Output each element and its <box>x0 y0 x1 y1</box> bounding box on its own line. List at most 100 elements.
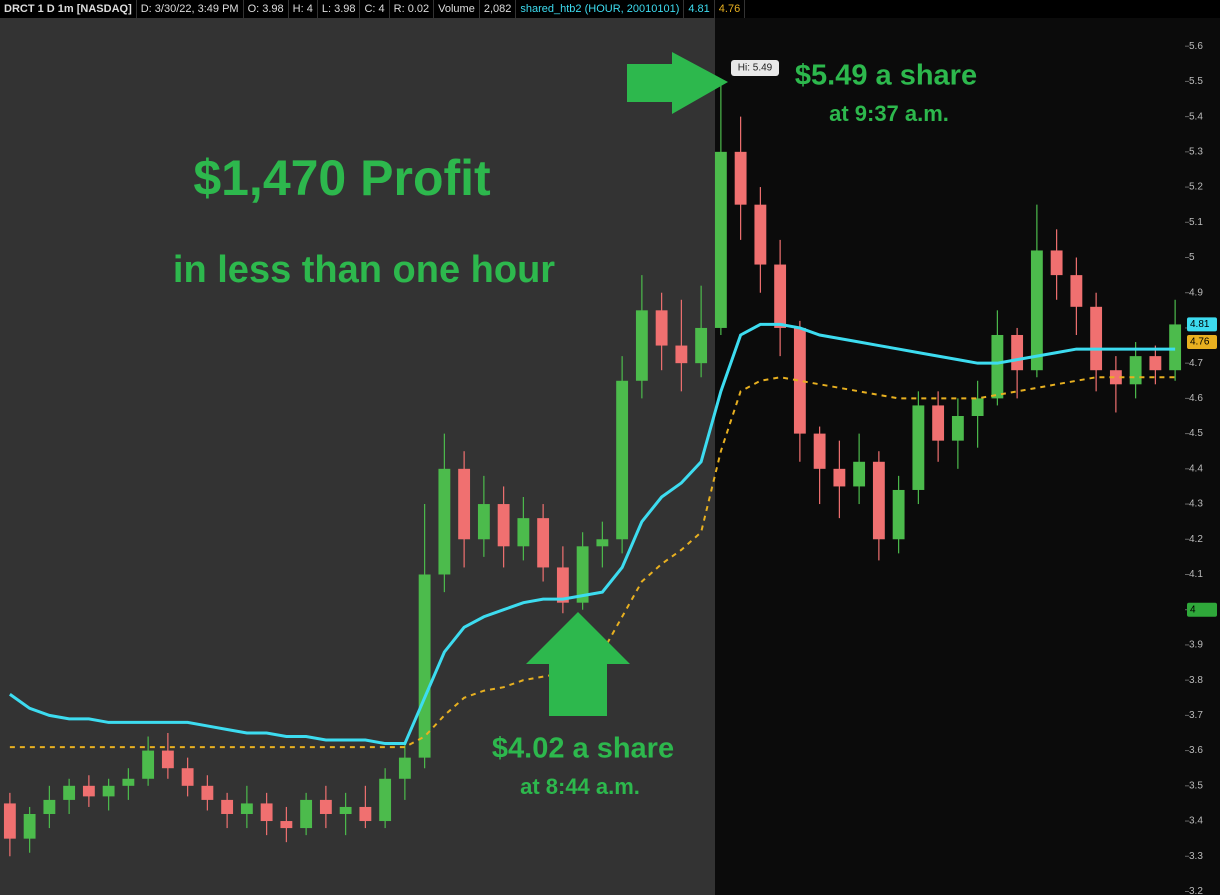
candle-body <box>438 468 451 575</box>
volume-label: Volume <box>434 0 480 18</box>
sell-price: $5.49 a share <box>795 60 977 92</box>
candle-body <box>734 151 747 205</box>
y-tick-label: 5.5 <box>1189 76 1203 87</box>
candle-body <box>1050 250 1063 276</box>
candle-body <box>359 806 372 822</box>
y-tick-label: 3.5 <box>1189 780 1203 791</box>
y-tick-label: 3.8 <box>1189 675 1203 686</box>
candle-body <box>912 405 925 490</box>
price-axis <box>1185 18 1220 895</box>
overlay-line <box>9 322 1176 746</box>
candle-body <box>1090 306 1103 371</box>
y-tick-label: 4.9 <box>1189 287 1203 298</box>
candle-body <box>537 518 550 568</box>
candle-body <box>82 785 95 797</box>
candle-body <box>517 518 530 547</box>
candle-body <box>853 461 866 487</box>
candle-body <box>63 785 76 800</box>
candle-body <box>497 504 510 547</box>
y-tick-label: 4.1 <box>1189 569 1203 580</box>
candle-body <box>280 821 293 829</box>
candle-body <box>793 327 806 434</box>
high: H: 4 <box>289 0 318 18</box>
candle-body <box>991 334 1004 399</box>
candle-body <box>754 204 767 265</box>
y-tick-label: 4.4 <box>1189 463 1203 474</box>
candle-body <box>201 785 214 800</box>
candle-body <box>951 415 964 441</box>
price-badge <box>1187 317 1217 332</box>
candle-body <box>616 380 629 540</box>
y-tick-label: 5.4 <box>1189 111 1203 122</box>
header-bar: DRCT 1 D 1m [NASDAQ] D: 3/30/22, 3:49 PM… <box>0 0 1220 18</box>
sell-time: at 9:37 a.m. <box>829 101 949 126</box>
candle-body <box>161 750 174 769</box>
open: O: 3.98 <box>244 0 289 18</box>
buy-arrow <box>526 612 630 716</box>
candle-body <box>221 799 234 814</box>
high-label-box <box>731 60 779 76</box>
y-tick-label: 5.1 <box>1189 217 1203 228</box>
y-tick-label: 5.2 <box>1189 182 1203 193</box>
candle-body <box>1169 324 1182 371</box>
candle-body <box>695 327 708 364</box>
study-value: 4.81 <box>684 0 715 18</box>
candle-body <box>23 813 36 839</box>
candle-body <box>339 806 352 814</box>
candle-body <box>1129 356 1142 385</box>
y-tick-label: 3.4 <box>1189 816 1203 827</box>
candle-body <box>932 405 945 441</box>
price-badge-label: 4.76 <box>1190 337 1210 348</box>
candle-body <box>1109 370 1122 385</box>
duration-text: in less than one hour <box>173 249 555 291</box>
candle-body <box>833 468 846 487</box>
y-tick-label: 4.3 <box>1189 499 1203 510</box>
candle-body <box>635 310 648 381</box>
candle-body <box>675 345 688 364</box>
candle-body <box>1011 334 1024 371</box>
volume-value: 2,082 <box>480 0 517 18</box>
profit-text: $1,470 Profit <box>193 150 491 206</box>
candle-body <box>813 433 826 469</box>
y-tick-label: 4.7 <box>1189 358 1203 369</box>
y-tick-label: 4.6 <box>1189 393 1203 404</box>
y-tick-label: 4.2 <box>1189 534 1203 545</box>
candle-body <box>458 468 471 540</box>
candle-body <box>398 757 411 779</box>
candle-body <box>240 803 253 814</box>
candle-body <box>142 750 155 779</box>
price-badge-label: 4.81 <box>1190 319 1210 330</box>
candle-body <box>576 546 589 603</box>
candle-body <box>596 539 609 547</box>
y-tick-label: 3.2 <box>1189 886 1203 895</box>
candle-body <box>892 489 905 540</box>
candle-body <box>655 310 668 346</box>
study-value: 4.76 <box>715 0 746 18</box>
y-tick-label: 3.9 <box>1189 640 1203 651</box>
y-tick-label: 5 <box>1189 252 1195 263</box>
symbol: DRCT 1 D 1m [NASDAQ] <box>0 0 137 18</box>
y-tick-label: 3.7 <box>1189 710 1203 721</box>
high-label: Hi: 5.49 <box>738 63 773 74</box>
candle-body <box>3 803 16 839</box>
y-tick-label: 5.6 <box>1189 41 1203 52</box>
candle-body <box>379 778 392 822</box>
y-tick-label: 4.5 <box>1189 428 1203 439</box>
sell-arrow <box>627 52 728 114</box>
candle-body <box>1070 275 1083 307</box>
y-tick-label: 5.3 <box>1189 146 1203 157</box>
close: C: 4 <box>360 0 390 18</box>
candle-body <box>43 799 56 814</box>
price-badge <box>1187 335 1217 350</box>
range: R: 0.02 <box>390 0 435 18</box>
candle-body <box>102 785 115 797</box>
date: D: 3/30/22, 3:49 PM <box>137 0 244 18</box>
candle-body <box>477 504 490 540</box>
candle-body <box>319 799 332 814</box>
y-tick-label: 3.6 <box>1189 745 1203 756</box>
plot: 3.2 3.3 3.4 3.5 3.6 3.7 3.8 3.9 4 4.1 4.2 4.3 4.4 4.5… <box>3 41 1203 895</box>
candle-body <box>418 574 431 758</box>
study-name: shared_htb2 (HOUR, 20010101) <box>516 0 685 18</box>
